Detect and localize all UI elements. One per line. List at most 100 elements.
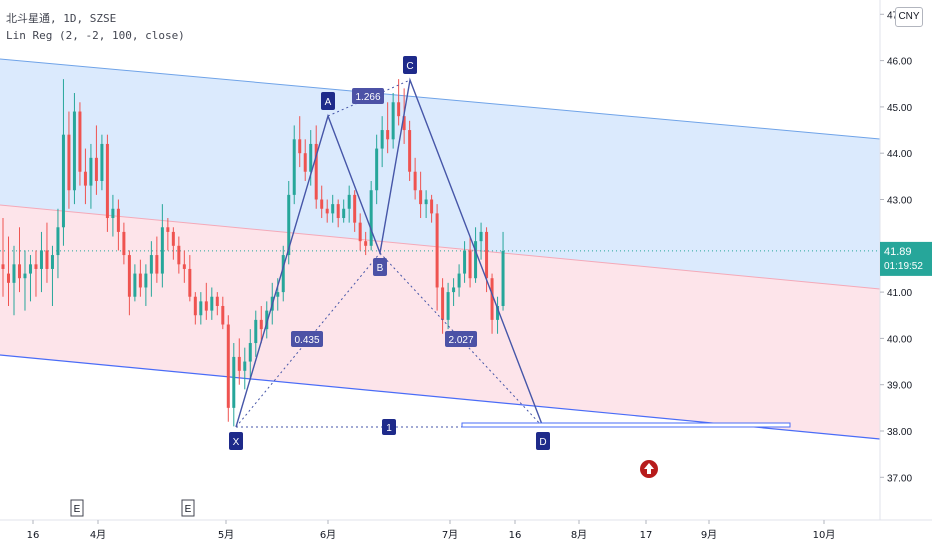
pattern-point-b[interactable]: B: [373, 258, 387, 276]
ratio-label[interactable]: 1: [382, 419, 396, 435]
candle-body: [133, 273, 137, 297]
candle-body: [127, 255, 131, 297]
candle-body: [397, 102, 401, 117]
price-tick-label: 46.00: [887, 57, 912, 68]
candle: [34, 250, 38, 297]
ratio-label-text: 1: [386, 423, 392, 434]
earnings-event-marker[interactable]: E: [181, 499, 195, 517]
symbol-interval: 1D: [63, 12, 77, 25]
candle-body: [292, 139, 296, 195]
price-tick-label: 38.00: [887, 427, 912, 438]
regression-bands: [0, 58, 881, 440]
price-axis[interactable]: 47.0046.0045.0044.0043.0042.0041.0040.00…: [879, 0, 932, 520]
candle: [452, 278, 456, 306]
time-tick-label: 8月: [571, 529, 587, 541]
candle: [166, 218, 170, 251]
candle-body: [331, 204, 335, 214]
candle-body: [375, 148, 379, 191]
candle-body: [309, 143, 313, 172]
ratio-label-box: [445, 331, 477, 347]
time-tick-label: 16: [27, 530, 40, 541]
candle: [446, 282, 450, 330]
upper-band-line: [0, 58, 881, 140]
candle: [413, 157, 417, 200]
candle-body: [50, 255, 54, 269]
candle: [463, 241, 467, 283]
candle: [424, 190, 428, 219]
pattern-point-box: [321, 92, 335, 110]
candle: [94, 125, 98, 195]
price-tick-label: 37.00: [887, 473, 912, 484]
price-tick-label: 45.00: [887, 103, 912, 114]
candle: [204, 282, 208, 320]
candle-body: [232, 356, 236, 408]
ratio-label[interactable]: 2.027: [445, 331, 477, 347]
candle-body: [45, 250, 49, 269]
candle-body: [457, 273, 461, 288]
candle: [67, 111, 71, 209]
candle-body: [276, 292, 280, 297]
median-line: [0, 204, 881, 290]
last-price-value: 41.89: [884, 246, 912, 258]
ratio-label-box: [291, 331, 323, 347]
candle: [89, 143, 93, 209]
candle-body: [67, 134, 71, 191]
candle-body: [441, 287, 445, 320]
symbol-title[interactable]: 北斗星通, 1D, SZSE: [6, 12, 117, 25]
candle-body: [358, 222, 362, 242]
symbol-name: 北斗星通: [6, 12, 50, 25]
ratio-label-box: [382, 419, 396, 435]
candle: [408, 120, 412, 181]
pattern-point-label: D: [539, 437, 546, 448]
candle: [375, 134, 379, 205]
target-zone-rectangle[interactable]: [461, 422, 791, 428]
candle-body: [259, 319, 263, 330]
candle-body: [347, 194, 351, 209]
price-tick-label: 43.00: [887, 196, 912, 207]
up-arrow-icon[interactable]: [640, 460, 658, 478]
candle-body: [23, 273, 27, 279]
indicator-title[interactable]: Lin Reg (2, -2, 100, close): [6, 29, 185, 42]
candle-body: [155, 255, 159, 274]
time-axis[interactable]: 16 4月 5月 6月 7月 16 8月 17 9月 10月: [0, 519, 932, 541]
candle-body: [61, 134, 65, 228]
candle-body: [122, 231, 126, 256]
candle: [248, 329, 252, 381]
candle-body: [160, 227, 164, 274]
pattern-point-c[interactable]: C: [403, 56, 417, 74]
currency-badge[interactable]: CNY: [895, 7, 923, 27]
xabcd-pattern[interactable]: X A B C D 1.266 0.435 2.027 1: [229, 56, 791, 450]
candle: [23, 250, 27, 311]
candle: [39, 231, 43, 293]
ratio-label[interactable]: 1.266: [352, 88, 384, 104]
ratio-label[interactable]: 0.435: [291, 331, 323, 347]
price-tick-label: 44.00: [887, 149, 912, 160]
candle: [237, 338, 241, 385]
pattern-point-d[interactable]: D: [536, 432, 550, 450]
candle: [336, 199, 340, 228]
event-letter: E: [185, 504, 192, 515]
candle: [12, 245, 16, 316]
candle: [496, 296, 500, 334]
candle-body: [342, 208, 346, 219]
ratio-label-text: 2.027: [448, 335, 473, 346]
pattern-point-a[interactable]: A: [321, 92, 335, 110]
candle: [144, 264, 148, 306]
arrow-glyph: [644, 463, 654, 474]
candle: [138, 259, 142, 297]
pattern-point-label: A: [325, 97, 332, 108]
candle: [397, 79, 401, 126]
candle: [116, 199, 120, 251]
candle-body: [105, 143, 109, 219]
chart-legend[interactable]: 北斗星通, 1D, SZSE Lin Reg (2, -2, 100, clos…: [6, 10, 185, 44]
candle-body: [463, 250, 467, 274]
candle: [391, 93, 395, 149]
upper-band-fill: [0, 59, 880, 289]
pattern-point-x[interactable]: X: [229, 432, 243, 450]
ratio-label-text: 1.266: [355, 92, 380, 103]
candle: [61, 79, 65, 246]
earnings-event-marker[interactable]: E: [70, 499, 84, 517]
